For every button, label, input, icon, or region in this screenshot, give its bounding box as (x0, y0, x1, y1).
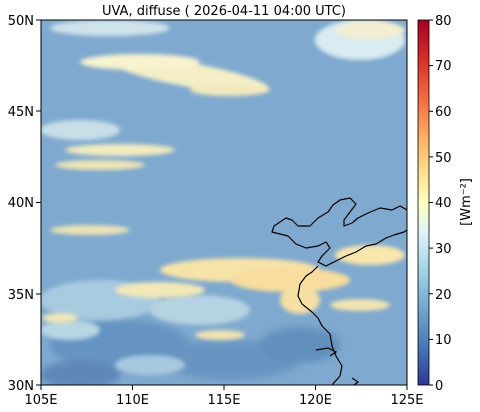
x-axis-labels: 105E 110E 115E 120E 125E (24, 393, 423, 408)
x-tick-label: 110E (116, 393, 149, 408)
colorbar: 0 10 20 30 40 50 60 70 80 [Wm⁻²] (417, 14, 474, 394)
coastline (271, 197, 407, 267)
y-tick-label: 35N (8, 288, 34, 303)
y-tick-label: 45N (8, 105, 34, 120)
coastline-south (297, 265, 343, 385)
colorbar-tick-label: 40 (435, 196, 452, 211)
map-panel (41, 20, 407, 385)
x-tick-label: 105E (24, 393, 57, 408)
x-tick-label: 120E (299, 393, 332, 408)
colorbar-gradient (417, 19, 430, 386)
map-title: UVA, diffuse ( 2026-04-11 04:00 UTC) (102, 4, 346, 19)
colorbar-tick-label: 0 (435, 379, 443, 394)
y-axis (36, 19, 41, 386)
y-tick-label: 50N (8, 14, 34, 29)
colorbar-tick-label: 80 (435, 14, 452, 29)
x-tick-label: 125E (390, 393, 423, 408)
x-tick-label: 115E (207, 393, 240, 408)
colorbar-tick-label: 50 (435, 151, 452, 166)
cloud-yellow-bands (42, 21, 405, 340)
colorbar-tick-label: 30 (435, 242, 452, 257)
y-axis-labels: 30N 35N 40N 45N 50N (8, 14, 34, 394)
coastline-islet (351, 377, 360, 385)
colorbar-tick-label: 10 (435, 333, 452, 348)
y-tick-label: 40N (8, 196, 34, 211)
colorbar-tick-label: 20 (435, 288, 452, 303)
coastline-bay (315, 347, 338, 357)
colorbar-tick-label: 60 (435, 105, 452, 120)
y-tick-label: 30N (8, 379, 34, 394)
x-axis (40, 385, 408, 390)
colorbar-label: [Wm⁻²] (459, 178, 474, 226)
colorbar-tick-label: 70 (435, 59, 452, 74)
cloud-light-patches (41, 20, 405, 375)
